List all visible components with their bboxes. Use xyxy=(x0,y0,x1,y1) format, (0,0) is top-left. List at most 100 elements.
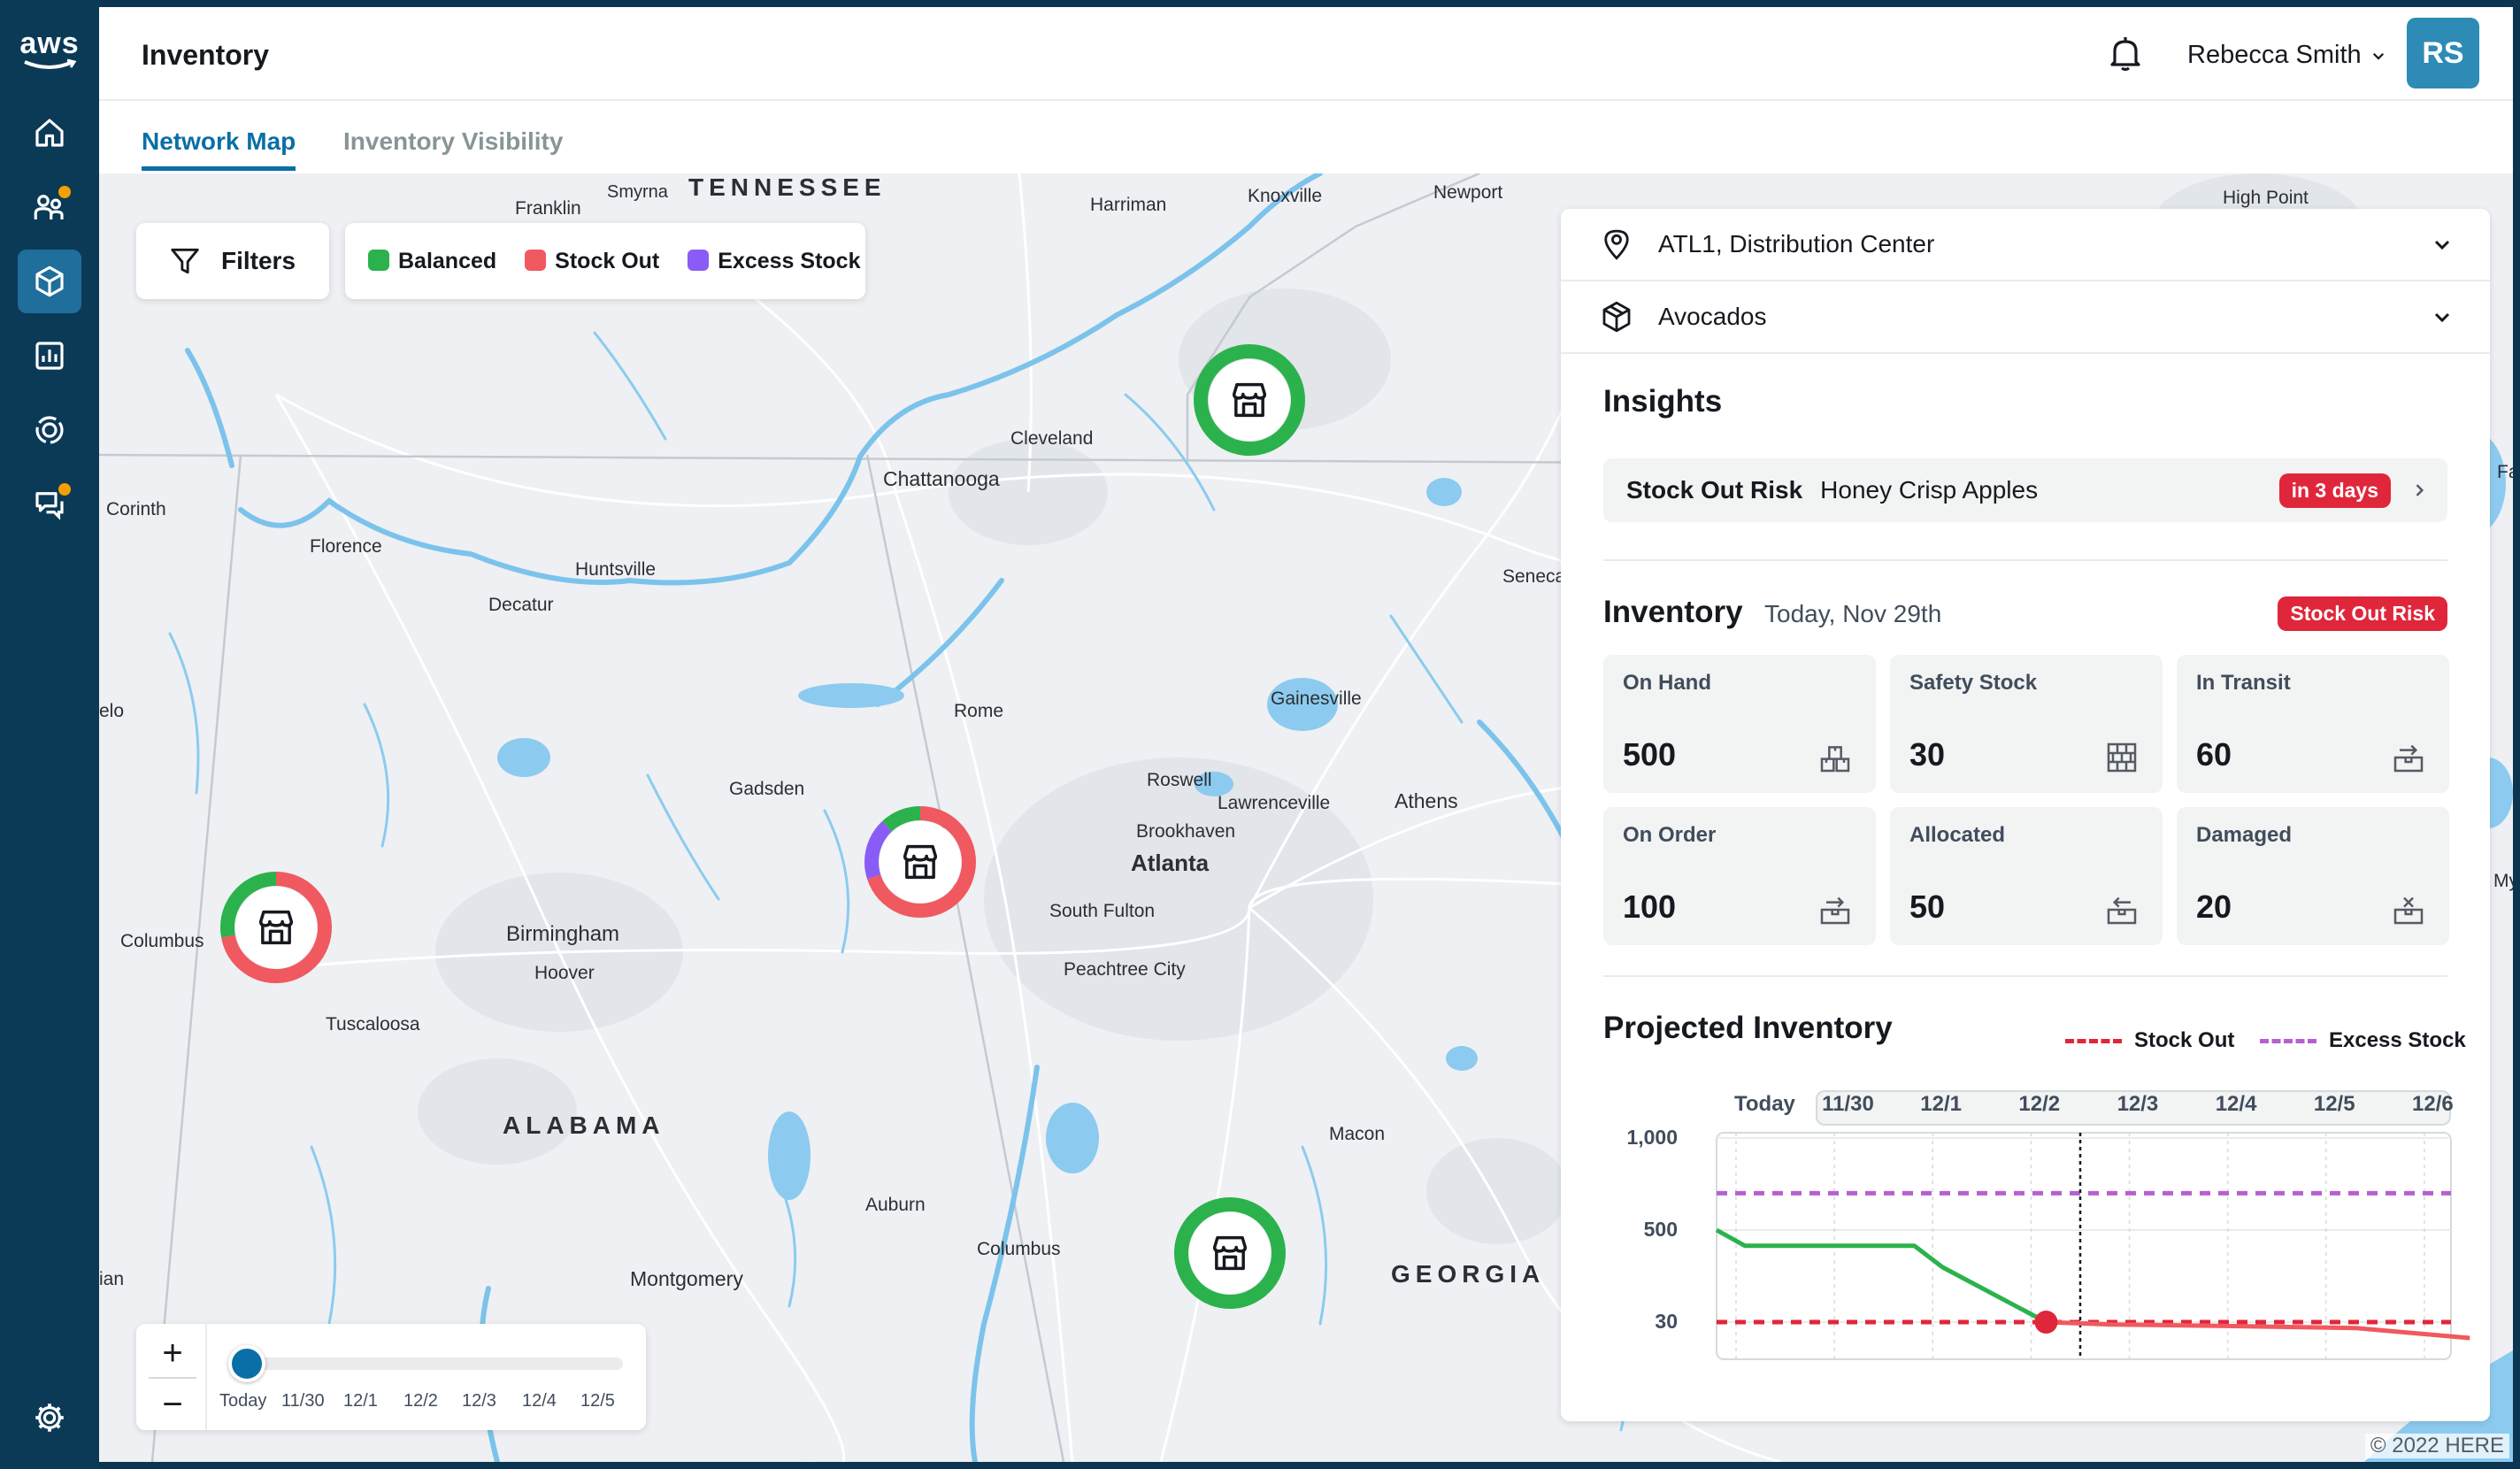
map-label-elo: elo xyxy=(99,701,125,721)
metric-label: Safety Stock xyxy=(1909,671,2038,695)
x-tick-label: 12/3 xyxy=(2117,1092,2159,1116)
aws-logo[interactable]: aws xyxy=(19,28,80,78)
map-label-columbus-ga: Columbus xyxy=(977,1239,1061,1259)
store-marker-birmingham[interactable] xyxy=(219,871,333,984)
inventory-status-badge: Stock Out Risk xyxy=(2278,596,2447,631)
metric-damaged: Damaged 20 xyxy=(2177,807,2449,945)
nav-messages[interactable] xyxy=(18,473,81,536)
map-label-corinth: Corinth xyxy=(106,499,166,519)
network-map[interactable]: Smyrna TENNESSEE Franklin Harriman Knoxv… xyxy=(99,173,2513,1462)
metric-label: On Hand xyxy=(1623,671,1711,695)
legend-dash xyxy=(2065,1038,2122,1043)
map-label-atlanta: Atlanta xyxy=(1131,850,1210,876)
timeline-tick: Today xyxy=(219,1391,267,1411)
insight-row[interactable]: Stock Out Risk Honey Crisp Apples in 3 d… xyxy=(1603,458,2447,522)
legend-balanced: Balanced xyxy=(368,249,496,274)
alert-dot xyxy=(58,483,71,496)
zoom-in-button[interactable]: + xyxy=(162,1333,183,1373)
zoom-out-button[interactable]: − xyxy=(162,1384,183,1424)
map-label-gainesville: Gainesville xyxy=(1271,688,1362,709)
tab-network-map[interactable]: Network Map xyxy=(142,127,296,171)
date-axis-bar xyxy=(1816,1090,2451,1126)
bell-icon[interactable] xyxy=(2104,32,2147,74)
people-icon xyxy=(34,195,64,219)
nav-reports[interactable] xyxy=(18,324,81,388)
tab-inventory-visibility[interactable]: Inventory Visibility xyxy=(343,127,564,155)
map-label-ian: ian xyxy=(99,1269,125,1289)
nav-targets[interactable] xyxy=(18,398,81,462)
map-controls: + − Today 11/30 12/1 12/2 12/3 12/4 12/5 xyxy=(136,1324,646,1430)
map-label-smyrna: Smyrna xyxy=(607,182,668,202)
main-content: Inventory Rebecca Smith RS Network Map I… xyxy=(99,7,2513,1462)
map-label-rome: Rome xyxy=(954,701,1004,721)
legend-dash xyxy=(2260,1038,2316,1043)
store-marker-knoxville[interactable] xyxy=(1193,343,1306,457)
legend-swatch xyxy=(688,249,710,271)
storefront-icon xyxy=(258,910,294,945)
package-icon xyxy=(1602,301,1631,333)
metric-in-transit: In Transit 60 xyxy=(2177,655,2449,793)
user-menu[interactable]: Rebecca Smith xyxy=(2187,41,2386,70)
map-label-peachtree-city: Peachtree City xyxy=(1064,959,1186,980)
box-arrow-right-icon xyxy=(1820,896,1850,925)
metric-value: 20 xyxy=(2196,888,2232,925)
metric-on-order: On Order 100 xyxy=(1603,807,1876,945)
store-inner xyxy=(1189,1212,1271,1294)
storefront-icon xyxy=(903,844,938,880)
metric-on-hand: On Hand 500 xyxy=(1603,655,1876,793)
insights-title: Insights xyxy=(1603,384,1723,419)
box-stack-icon xyxy=(1820,746,1850,773)
ring-segment xyxy=(1194,344,1305,456)
x-tick-label: Today xyxy=(1734,1092,1795,1116)
store-inner xyxy=(235,887,317,968)
metric-label: In Transit xyxy=(2196,671,2291,695)
chevron-down-icon xyxy=(2372,52,2384,60)
nav-home[interactable] xyxy=(18,101,81,165)
alert-dot xyxy=(58,186,71,198)
bar-chart-icon xyxy=(35,342,64,370)
timeline-slider-handle[interactable] xyxy=(228,1345,265,1382)
storefront-icon xyxy=(1232,382,1267,418)
timeline-tick: 11/30 xyxy=(281,1391,325,1411)
map-label-south-fulton: South Fulton xyxy=(1049,901,1156,921)
legend-stock-out: Stock Out xyxy=(525,249,659,274)
legend-excess-stock: Excess Stock xyxy=(688,249,860,274)
section-divider xyxy=(1603,975,2447,977)
filters-button[interactable]: Filters xyxy=(136,223,329,299)
gear-icon xyxy=(35,1404,64,1432)
chart-plot xyxy=(1715,1132,2470,1360)
metric-allocated: Allocated 50 xyxy=(1890,807,2163,945)
nav-inventory[interactable] xyxy=(18,250,81,313)
nav-settings[interactable] xyxy=(18,1386,81,1450)
top-bar: Inventory Rebecca Smith RS xyxy=(99,7,2513,101)
map-label-seneca: Seneca xyxy=(1502,566,1566,587)
metric-value: 50 xyxy=(1909,888,1946,925)
y-tick-label: 500 xyxy=(1643,1218,1678,1241)
target-icon xyxy=(35,416,64,444)
nav-users[interactable] xyxy=(18,175,81,239)
x-tick-label: 12/5 xyxy=(2313,1092,2355,1116)
map-label-auburn: Auburn xyxy=(865,1195,926,1215)
map-label-decatur: Decatur xyxy=(488,595,554,615)
insight-item: Honey Crisp Apples xyxy=(1820,476,2039,504)
store-marker-atlanta[interactable] xyxy=(864,805,977,919)
timeline-slider-track[interactable] xyxy=(244,1357,623,1370)
legend-swatch xyxy=(368,249,389,271)
legend-excess-stock: Excess Stock xyxy=(2260,1028,2466,1053)
legend-stock-out: Stock Out xyxy=(2065,1028,2234,1053)
ring-segment xyxy=(220,872,332,983)
store-inner xyxy=(1209,359,1290,441)
map-label-tennessee: TENNESSEE xyxy=(688,173,887,201)
chevron-right-icon xyxy=(2416,484,2424,496)
location-value: ATL1, Distribution Center xyxy=(1658,230,1935,258)
location-select[interactable]: ATL1, Distribution Center xyxy=(1561,209,2490,281)
store-marker-columbus[interactable] xyxy=(1173,1196,1287,1310)
timeline-tick: 12/4 xyxy=(522,1391,557,1411)
map-label-knoxville: Knoxville xyxy=(1248,186,1323,206)
product-select[interactable]: Avocados xyxy=(1561,281,2490,354)
metric-value: 100 xyxy=(1623,888,1677,925)
x-tick-label: 12/1 xyxy=(1920,1092,1962,1116)
chat-icon xyxy=(35,492,64,520)
x-tick-label: 11/30 xyxy=(1822,1092,1874,1116)
avatar[interactable]: RS xyxy=(2407,18,2479,88)
